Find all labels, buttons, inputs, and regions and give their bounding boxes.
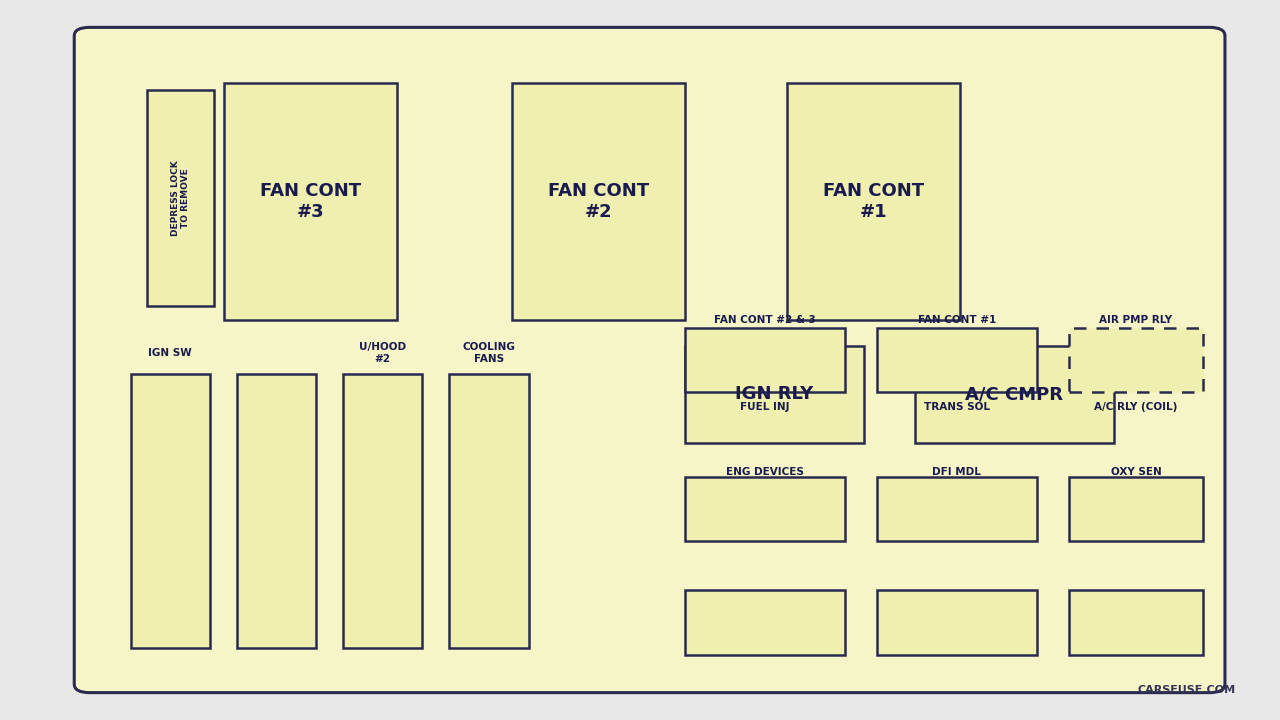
Text: FUEL INJ: FUEL INJ xyxy=(740,402,790,412)
Text: DEPRESS LOCK
TO REMOVE: DEPRESS LOCK TO REMOVE xyxy=(170,160,191,236)
Text: FAN CONT
#1: FAN CONT #1 xyxy=(823,182,924,221)
Text: IGN RLY: IGN RLY xyxy=(735,385,814,403)
Bar xyxy=(877,328,1037,392)
Bar xyxy=(343,374,422,648)
Bar xyxy=(787,83,960,320)
Bar xyxy=(512,83,685,320)
Text: IGN SW: IGN SW xyxy=(148,348,192,358)
Text: FAN CONT #1: FAN CONT #1 xyxy=(918,315,996,325)
Bar xyxy=(685,590,845,655)
Bar xyxy=(1069,328,1203,392)
Bar xyxy=(685,346,864,443)
Text: ENG DEVICES: ENG DEVICES xyxy=(726,467,804,477)
Text: FAN CONT
#2: FAN CONT #2 xyxy=(548,182,649,221)
Bar xyxy=(147,90,214,306)
Text: TRANS SOL: TRANS SOL xyxy=(924,402,989,412)
Text: A/C CMPR: A/C CMPR xyxy=(965,385,1064,403)
Bar xyxy=(449,374,529,648)
FancyBboxPatch shape xyxy=(74,27,1225,693)
Bar xyxy=(237,374,316,648)
Text: AIR PMP RLY: AIR PMP RLY xyxy=(1100,315,1172,325)
Text: CARSFUSE.COM: CARSFUSE.COM xyxy=(1137,685,1235,695)
Text: OXY SEN: OXY SEN xyxy=(1111,467,1161,477)
Text: A/C RLY (COIL): A/C RLY (COIL) xyxy=(1094,402,1178,412)
Bar xyxy=(1069,590,1203,655)
Text: COOLING
FANS: COOLING FANS xyxy=(462,342,516,364)
Text: FAN CONT #2 & 3: FAN CONT #2 & 3 xyxy=(714,315,815,325)
Bar xyxy=(685,477,845,541)
Bar xyxy=(877,590,1037,655)
Bar xyxy=(877,477,1037,541)
Bar xyxy=(1069,477,1203,541)
Bar xyxy=(131,374,210,648)
Bar xyxy=(685,328,845,392)
Text: DFI MDL: DFI MDL xyxy=(932,467,982,477)
Text: U/HOOD
#2: U/HOOD #2 xyxy=(360,342,406,364)
Bar xyxy=(915,346,1114,443)
Bar xyxy=(224,83,397,320)
Text: FAN CONT
#3: FAN CONT #3 xyxy=(260,182,361,221)
